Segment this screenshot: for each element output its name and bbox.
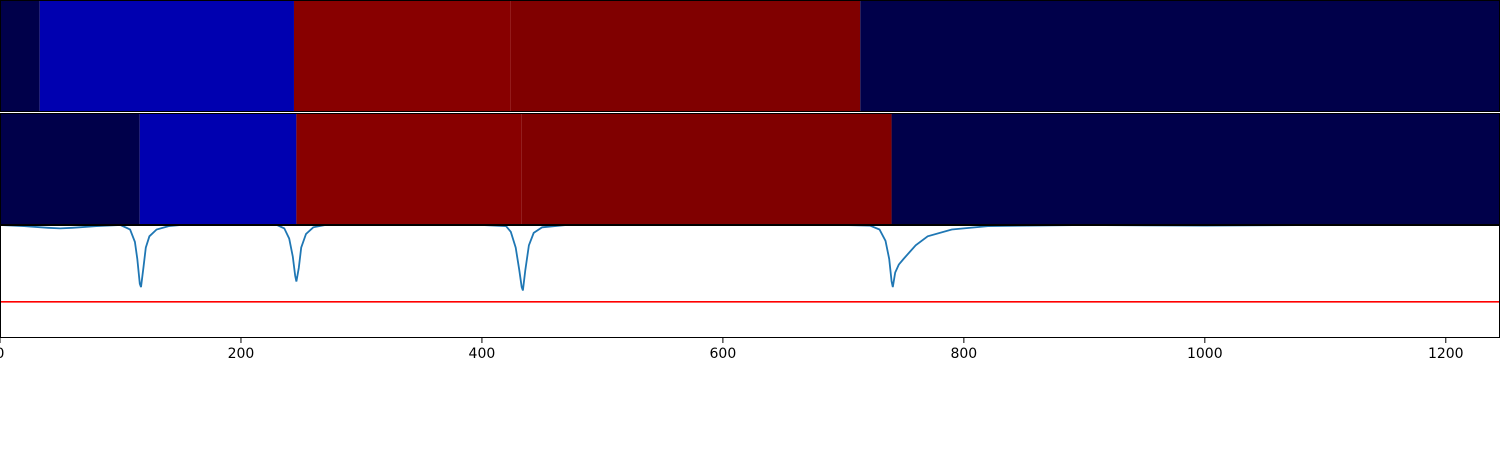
- heatmap-middle-segment: [139, 113, 297, 225]
- heatmap-top-segment: [860, 0, 1500, 112]
- heatmap-top-segment: [510, 0, 861, 112]
- heatmap-top: [0, 0, 1500, 112]
- heatmap-middle-segment: [296, 113, 522, 225]
- x-axis: 0 200 400 600 800 1000 1200: [0, 338, 1464, 362]
- x-tick-label: 800: [950, 346, 977, 362]
- heatmap-middle-segment: [521, 113, 892, 225]
- heatmap-top-segment: [0, 0, 40, 112]
- x-tick-label: 0: [0, 346, 4, 362]
- heatmap-middle: [0, 113, 1500, 225]
- x-tick-label: 600: [710, 346, 737, 362]
- line-plot: [0, 225, 1500, 338]
- x-tick-label: 400: [469, 346, 496, 362]
- heatmap-top-segment: [293, 0, 511, 112]
- line-plot-frame: [0, 225, 1500, 338]
- heatmap-middle-segment: [891, 113, 1500, 225]
- heatmap-middle-segment: [0, 113, 140, 225]
- x-tick-label: 1000: [1187, 346, 1223, 362]
- heatmap-top-segment: [39, 0, 294, 112]
- series-line-blue: [0, 225, 1500, 291]
- x-tick-label: 200: [228, 346, 255, 362]
- x-tick-label: 1200: [1428, 346, 1464, 362]
